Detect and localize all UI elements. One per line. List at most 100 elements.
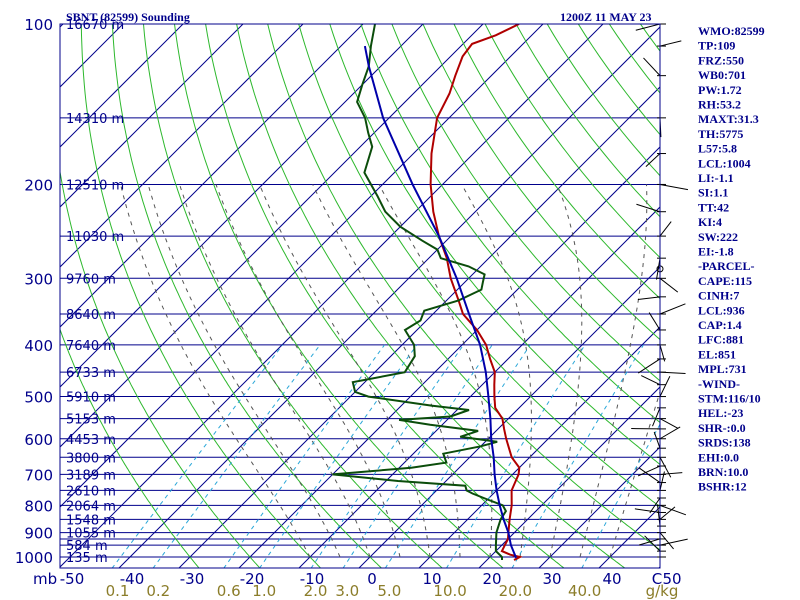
adiabat-lines — [60, 24, 660, 568]
moist-adiabat-line — [147, 184, 341, 558]
isotherm-line — [60, 24, 364, 328]
wind-barb — [644, 535, 661, 552]
index-value: EI:-1.8 — [698, 245, 734, 259]
temperature-unit-label: C — [652, 570, 662, 588]
index-value: MAXT:31.3 — [698, 112, 759, 126]
isotherm-line — [60, 24, 304, 268]
dry-adiabat-line — [546, 24, 660, 177]
wind-barb — [634, 508, 661, 513]
mixing-ratio-line — [342, 344, 493, 568]
mixing-ratio-tick-label: 0.2 — [146, 582, 170, 600]
height-label: 5153 m — [66, 413, 116, 428]
temperature-tick-label: 0 — [367, 570, 377, 588]
moist-adiabat-line — [120, 184, 311, 558]
wind-barb — [659, 221, 672, 237]
mixing-ratio-line — [310, 344, 464, 568]
dry-adiabat-line — [111, 24, 383, 568]
index-value: CAPE:115 — [698, 274, 752, 288]
index-value: MPL:731 — [698, 362, 747, 376]
wind-barb — [637, 358, 661, 374]
temperature-tick-label: 40 — [602, 570, 621, 588]
mixing-ratio-tick-label: 0.1 — [106, 582, 130, 600]
dry-adiabat-line — [453, 24, 660, 300]
moist-adiabat-line — [179, 184, 371, 558]
index-value: FRZ:550 — [698, 53, 744, 67]
height-label: 12510 m — [66, 178, 124, 193]
wind-barb — [638, 467, 661, 483]
mixing-ratio-line — [581, 423, 660, 568]
moist-adiabat-line — [312, 184, 461, 557]
index-value: LCL:936 — [698, 303, 745, 317]
dry-adiabat-line — [142, 24, 443, 568]
height-label: 584 m — [66, 539, 108, 554]
height-label: 6733 m — [66, 366, 116, 381]
dry-adiabat-line — [515, 24, 660, 218]
isotherm-line — [60, 24, 64, 28]
temperature-tick-label: -30 — [180, 570, 205, 588]
index-value: SI:1.1 — [698, 186, 728, 200]
height-label: 2064 m — [66, 499, 116, 514]
wind-barb — [655, 258, 661, 280]
height-label: 4453 m — [66, 433, 116, 448]
wind-barb — [659, 40, 682, 47]
wind-barb — [645, 153, 661, 167]
wind-barb — [659, 457, 672, 478]
wind-barb — [659, 277, 679, 293]
index-value: LI:-1.1 — [698, 171, 734, 185]
moist-adiabat-line — [259, 184, 431, 558]
mixing-ratio-line — [152, 344, 321, 568]
pressure-tick-label: 700 — [24, 466, 53, 484]
temperature-tick-label: -20 — [240, 570, 265, 588]
index-value: BSHR:12 — [698, 480, 747, 494]
index-value: RH:53.2 — [698, 98, 741, 112]
moist-adiabat-line — [215, 184, 401, 558]
parcel-line — [363, 45, 518, 559]
dry-adiabat-line — [391, 24, 660, 382]
isotherm-line — [178, 86, 660, 568]
index-value: SHR-:0.0 — [698, 421, 746, 435]
mixing-ratio-tick-label: 3.0 — [335, 582, 359, 600]
wind-barb — [659, 506, 676, 520]
isotherm-line — [60, 24, 544, 508]
isotherm-line — [60, 24, 424, 388]
wind-barb — [648, 312, 661, 331]
mixing-ratio-tick-label: 1.0 — [252, 582, 276, 600]
temperature-tick-label: -10 — [300, 570, 325, 588]
mixing-ratio-tick-label: 2.0 — [304, 582, 328, 600]
wind-barb — [652, 407, 661, 427]
height-label: 3189 m — [66, 468, 116, 483]
temperature-tick-label: 10 — [422, 570, 441, 588]
wind-barb — [659, 538, 688, 546]
dry-adiabat-line — [173, 24, 504, 568]
isotherm-line — [0, 12, 15, 579]
height-label: 14310 m — [66, 112, 124, 127]
index-value: CAP:1.4 — [698, 318, 742, 332]
index-value: LFC:881 — [698, 333, 744, 347]
isotherm-line — [538, 446, 660, 568]
pressure-unit-label: mb — [33, 570, 57, 588]
index-value: WMO:82599 — [698, 24, 765, 38]
index-value: LCL:1004 — [698, 156, 751, 170]
index-value: CINH:7 — [698, 289, 739, 303]
index-value: SRDS:138 — [698, 436, 751, 450]
dry-adiabat-line — [267, 24, 660, 551]
sounding-series — [332, 24, 523, 561]
wind-barb — [659, 504, 687, 516]
moist-adiabat-line — [461, 184, 532, 558]
height-label: 5910 m — [66, 391, 116, 406]
wind-barb — [659, 376, 671, 397]
pressure-tick-label: 300 — [24, 270, 53, 288]
mixing-ratio-line — [445, 344, 586, 568]
index-value: BRN:10.0 — [698, 465, 748, 479]
wind-barb — [636, 203, 661, 213]
mixing-ratio-unit-label: g/kg — [646, 582, 679, 600]
mixing-ratio-tick-label: 5.0 — [377, 582, 401, 600]
isotherm-line — [60, 24, 184, 148]
index-value: -PARCEL- — [698, 259, 754, 273]
height-label: 3800 m — [66, 451, 116, 466]
index-value: KI:4 — [698, 215, 722, 229]
isotherm-line — [238, 146, 660, 568]
pressure-tick-label: 800 — [24, 497, 53, 515]
